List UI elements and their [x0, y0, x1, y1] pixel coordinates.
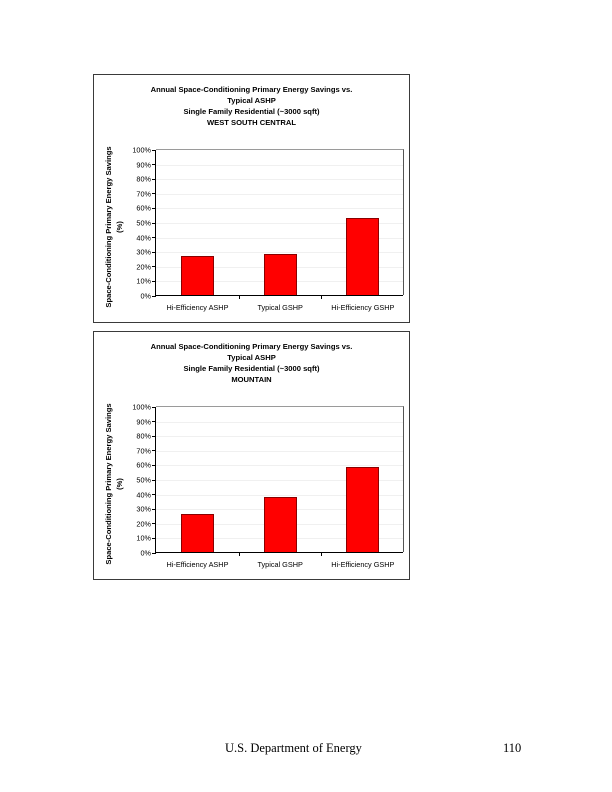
- chart-title-line: Single Family Residential (~3000 sqft): [183, 107, 320, 116]
- bar-hi-efficiency-ashp: [180, 514, 214, 552]
- chart-region-label: WEST SOUTH CENTRAL: [206, 118, 296, 127]
- x-category-label: Typical GSHP: [257, 303, 303, 312]
- x-category-label: Typical GSHP: [257, 560, 303, 569]
- y-axis-title-line: Space-Conditioning Primary Energy Saving…: [104, 146, 113, 308]
- chart-title-line: Typical ASHP: [227, 353, 276, 362]
- chart-title-line: Typical ASHP: [227, 96, 276, 105]
- gridline: [156, 436, 403, 438]
- y-tick-label: 0%: [140, 291, 151, 301]
- x-tick: [238, 295, 240, 299]
- y-tick: [152, 178, 156, 180]
- gridline: [156, 494, 403, 496]
- x-category-label: Hi-Efficiency GSHP: [331, 560, 395, 569]
- y-tick-label: 60%: [136, 460, 151, 470]
- y-tick: [152, 237, 156, 239]
- y-tick: [152, 295, 156, 297]
- x-tick: [321, 295, 323, 299]
- gridline: [156, 421, 403, 423]
- y-tick: [152, 266, 156, 268]
- y-tick-label: 60%: [136, 203, 151, 213]
- gridline: [156, 208, 403, 210]
- y-tick: [152, 406, 156, 408]
- y-tick: [152, 464, 156, 466]
- bar-typical-gshp: [263, 254, 297, 295]
- gridline: [156, 193, 403, 195]
- plot-area: 0% 10% 20% 30% 40% 50% 60% 70% 80% 90% 100% Hi-Effi…: [132, 146, 404, 312]
- chart-west-south-central: Annual Space-Conditioning Primary Energy…: [93, 74, 410, 323]
- y-axis-title-line: Space-Conditioning Primary Energy Saving…: [104, 403, 113, 565]
- y-tick-label: 70%: [136, 446, 151, 456]
- x-axis-line: [155, 552, 403, 553]
- footer-organization: U.S. Department of Energy: [225, 741, 362, 755]
- y-tick: [152, 222, 156, 224]
- y-tick-label: 90%: [136, 417, 151, 427]
- y-tick: [152, 164, 156, 166]
- y-tick: [152, 537, 156, 539]
- bar-hi-efficiency-gshp: [346, 467, 380, 552]
- y-tick-label: 70%: [136, 189, 151, 199]
- y-tick: [152, 435, 156, 437]
- y-tick: [152, 149, 156, 151]
- gridline: [156, 252, 403, 254]
- bar-hi-efficiency-gshp: [346, 217, 380, 295]
- gridline: [156, 237, 403, 239]
- chart-title-line: Annual Space-Conditioning Primary Energy…: [150, 342, 353, 351]
- y-tick-label: 40%: [136, 490, 151, 500]
- chart-title: Annual Space-Conditioning Primary Energy…: [94, 341, 409, 385]
- plot-area: 0% 10% 20% 30% 40% 50% 60% 70% 80% 90% 100% Hi-Effi…: [132, 403, 404, 569]
- y-tick-label: 40%: [136, 233, 151, 243]
- bar-typical-gshp: [263, 496, 297, 552]
- gridline: [156, 179, 403, 181]
- x-axis-line: [155, 295, 403, 296]
- y-tick: [152, 193, 156, 195]
- y-tick-label: 10%: [136, 276, 151, 286]
- gridline: [156, 223, 403, 224]
- y-tick: [152, 552, 156, 554]
- x-category-label: Hi-Efficiency ASHP: [166, 560, 229, 569]
- y-tick: [152, 450, 156, 452]
- y-tick: [152, 280, 156, 282]
- gridline: [156, 450, 403, 452]
- gridline: [156, 480, 403, 481]
- y-tick-label: 30%: [136, 504, 151, 514]
- y-tick-label: 20%: [136, 519, 151, 529]
- y-tick-label: 10%: [136, 533, 151, 543]
- chart-title-line: Annual Space-Conditioning Primary Energy…: [150, 85, 353, 94]
- y-tick-label: 50%: [136, 475, 151, 485]
- chart-region-label: MOUNTAIN: [231, 375, 272, 384]
- x-tick: [238, 552, 240, 556]
- y-tick: [152, 508, 156, 510]
- y-tick-label: 100%: [132, 145, 151, 155]
- y-tick-label: 80%: [136, 431, 151, 441]
- y-tick-label: 90%: [136, 160, 151, 170]
- gridline: [156, 465, 403, 467]
- chart-title: Annual Space-Conditioning Primary Energy…: [94, 84, 409, 128]
- y-tick-label: 100%: [132, 402, 151, 412]
- x-tick: [321, 552, 323, 556]
- y-tick: [152, 251, 156, 253]
- y-tick: [152, 523, 156, 525]
- y-tick: [152, 421, 156, 423]
- bar-hi-efficiency-ashp: [180, 255, 214, 295]
- x-category-label: Hi-Efficiency ASHP: [166, 303, 229, 312]
- chart-title-line: Single Family Residential (~3000 sqft): [183, 364, 320, 373]
- page-number: 110: [503, 741, 522, 755]
- y-tick: [152, 207, 156, 209]
- y-tick: [152, 479, 156, 481]
- y-tick-label: 20%: [136, 262, 151, 272]
- y-tick-label: 30%: [136, 247, 151, 257]
- y-tick-label: 0%: [140, 548, 151, 558]
- x-category-label: Hi-Efficiency GSHP: [331, 303, 395, 312]
- y-tick-label: 80%: [136, 174, 151, 184]
- y-tick-label: 50%: [136, 218, 151, 228]
- y-tick: [152, 494, 156, 496]
- gridline: [156, 164, 403, 166]
- chart-mountain: Annual Space-Conditioning Primary Energy…: [93, 331, 410, 580]
